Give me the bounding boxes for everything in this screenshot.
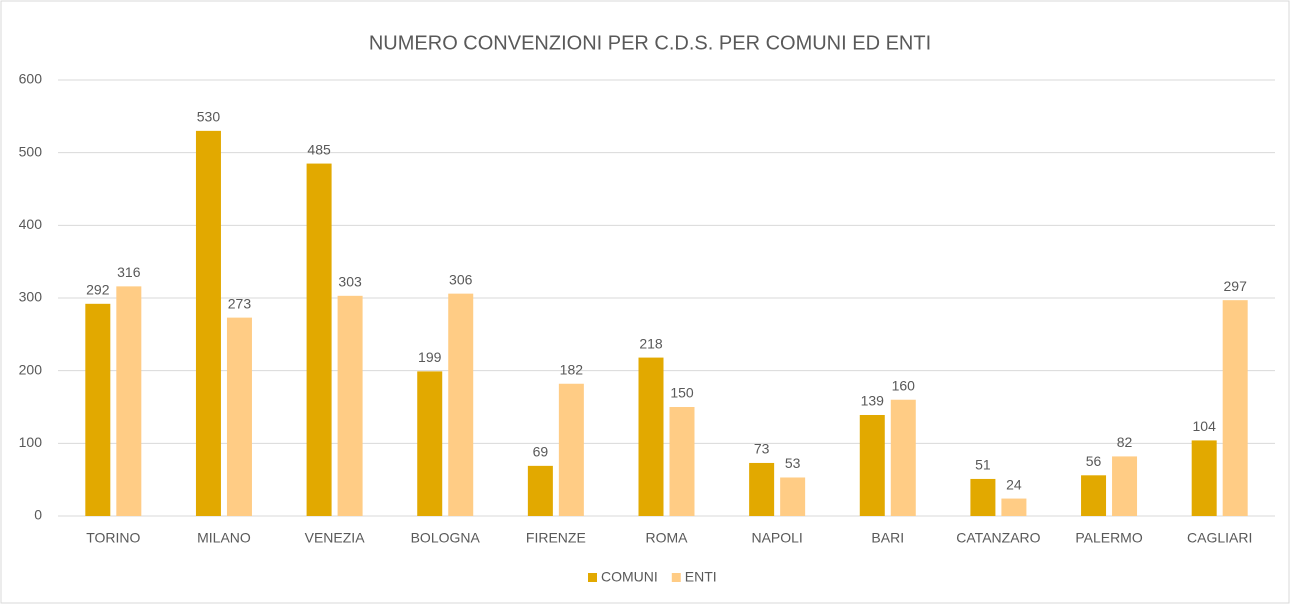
x-tick-label: VENEZIA [305, 530, 366, 546]
y-tick-label: 0 [34, 507, 42, 523]
data-label: 24 [1006, 476, 1022, 492]
data-label: 306 [449, 271, 473, 287]
legend-swatch [588, 573, 597, 582]
x-tick-label: NAPOLI [751, 530, 802, 546]
data-label: 485 [307, 141, 331, 157]
bar [638, 357, 664, 516]
bar [749, 462, 775, 516]
x-tick-label: MILANO [197, 530, 251, 546]
bar [1001, 498, 1027, 516]
data-label: 182 [560, 361, 584, 377]
bar [558, 383, 584, 516]
data-label: 56 [1086, 453, 1102, 469]
y-tick-label: 600 [19, 71, 43, 87]
bar [1191, 440, 1217, 516]
x-tick-label: CATANZARO [956, 530, 1040, 546]
legend-label: ENTI [685, 569, 717, 585]
data-label: 292 [86, 282, 110, 298]
y-tick-label: 400 [19, 216, 43, 232]
bar [1112, 456, 1138, 516]
bar [306, 163, 332, 517]
bar [116, 286, 142, 516]
bar [337, 295, 363, 516]
bar [226, 317, 252, 516]
bar [85, 303, 111, 516]
data-label: 104 [1193, 418, 1217, 434]
x-tick-label: BOLOGNA [411, 530, 481, 546]
x-tick-label: PALERMO [1075, 530, 1143, 546]
data-label: 69 [533, 444, 549, 460]
x-tick-label: BARI [871, 530, 904, 546]
bar [890, 399, 916, 516]
bar [669, 407, 695, 516]
x-tick-label: FIRENZE [526, 530, 586, 546]
y-tick-label: 500 [19, 143, 43, 159]
data-label: 530 [197, 109, 221, 125]
data-label: 82 [1117, 434, 1133, 450]
bar [1081, 475, 1107, 516]
data-label: 73 [754, 441, 770, 457]
chart-title: NUMERO CONVENZIONI PER C.D.S. PER COMUNI… [369, 32, 931, 54]
bar [195, 130, 221, 516]
data-label: 53 [785, 455, 801, 471]
data-label: 297 [1224, 278, 1248, 294]
data-label: 218 [639, 335, 663, 351]
data-label: 139 [861, 393, 885, 409]
legend-label: COMUNI [601, 569, 658, 585]
x-tick-label: CAGLIARI [1187, 530, 1252, 546]
x-tick-label: ROMA [646, 530, 689, 546]
data-label: 160 [892, 377, 916, 393]
data-label: 51 [975, 457, 991, 473]
y-tick-label: 200 [19, 361, 43, 377]
bar [859, 414, 885, 516]
bar [448, 293, 474, 516]
bar [417, 371, 443, 516]
data-label: 150 [670, 385, 694, 401]
data-label: 303 [338, 274, 362, 290]
data-label: 316 [117, 264, 141, 280]
bar [1222, 300, 1248, 516]
y-tick-label: 100 [19, 434, 43, 450]
bar [527, 465, 553, 516]
bar [970, 478, 996, 516]
legend-swatch [671, 573, 681, 582]
data-label: 273 [228, 295, 252, 311]
y-tick-label: 300 [19, 289, 43, 305]
bar [780, 477, 806, 516]
data-label: 199 [418, 349, 442, 365]
x-tick-label: TORINO [86, 530, 140, 546]
